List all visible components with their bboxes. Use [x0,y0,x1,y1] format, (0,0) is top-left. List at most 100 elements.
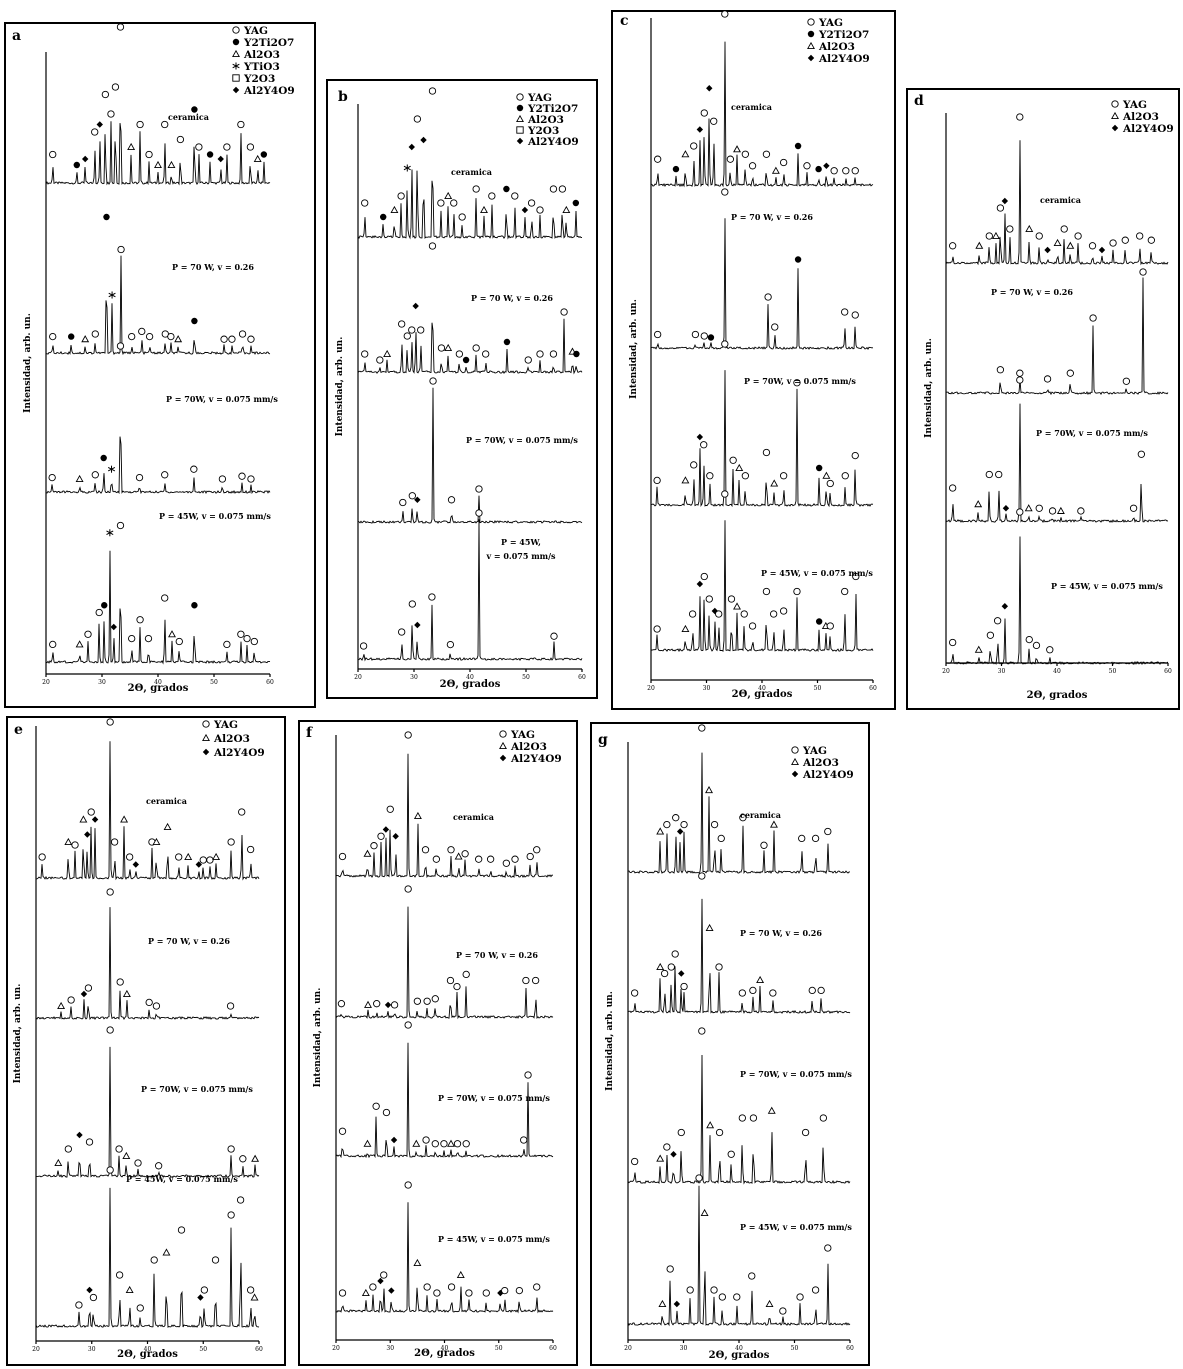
diffraction-trace [627,1185,851,1327]
peak-marker [760,841,768,849]
x-axis-label: 2Θ, grados [440,679,501,690]
peak-marker [361,199,369,207]
legend-marker-triangle-open [232,49,240,58]
diffraction-trace [945,403,1169,524]
panel-label: e [14,722,23,738]
peak-marker [793,379,801,387]
series-1: ceramica [335,731,554,879]
x-tick-label: 50 [814,685,822,692]
x-tick-label: 60 [869,685,877,692]
peak-marker [154,160,162,169]
peak-marker [110,838,119,846]
peak-marker [663,1143,671,1151]
peak-marker [501,1286,509,1295]
peak-marker [91,128,99,136]
peak-marker [503,185,510,193]
peak-marker [71,841,79,849]
panel-d: d YAG Al2O3 Al2Y4O9 20 30 40 50 60 2Θ, grados Inte… [906,88,1180,710]
panel-frame [326,79,598,699]
legend-marker-circle-open [1111,100,1119,108]
peak-marker [246,845,255,854]
peak-marker [364,1000,372,1008]
x-axis-label: 2Θ, grados [709,1350,770,1361]
peak-marker [392,833,399,840]
series-1: ceramica [45,23,271,186]
peak-marker [1035,504,1043,512]
series-label: P = 70 W, v = 0.26 [740,928,822,938]
peak-marker [184,852,193,861]
legend-label: YAG [510,729,535,741]
peak-marker [1046,646,1054,654]
panel-e: e YAG Al2O3 Al2Y4O9 20 30 40 50 60 2Θ, grados Inte… [6,716,286,1366]
peak-marker [482,350,490,358]
x-axis-label: 2Θ, grados [1027,690,1088,701]
series-label: P = 70W, v = 0.075 mm/s [166,394,278,404]
series-2: P = 70 W, v = 0.26 [945,268,1169,396]
legend-label: Al2O3 [802,757,839,769]
series-3: P = 70W, v = 0.075 mm/s [627,1027,852,1185]
peak-marker [116,342,125,350]
peak-marker [120,815,129,823]
peak-marker [1043,375,1052,383]
peak-marker [974,645,983,653]
peak-marker [388,1287,395,1294]
peak-marker [91,816,99,823]
peak-marker [48,473,56,482]
peak-marker [767,1106,776,1114]
peak-marker [550,632,558,640]
peak-marker [733,145,741,153]
peak-marker [686,1286,694,1294]
legend-marker-diamond-filled [1111,124,1119,132]
peak-marker [991,231,1000,240]
peak-marker [698,872,706,880]
diffraction-trace [335,1202,554,1314]
peak-marker [68,333,75,340]
peak-marker [162,1248,171,1256]
peak-marker [741,472,750,480]
peak-marker [67,996,75,1004]
peak-marker [706,472,714,480]
peak-marker [338,1289,347,1297]
peak-marker [100,454,107,462]
x-tick-label: 40 [154,679,162,686]
peak-marker [715,1128,724,1137]
legend-label: Al2Y4O9 [527,136,579,148]
peak-marker [376,356,384,364]
x-tick-label: 50 [210,679,218,686]
peak-marker [656,1154,665,1162]
panel-label: b [338,89,348,105]
peak-marker [135,473,144,482]
peak-marker [237,630,245,638]
peak-marker [154,1162,163,1170]
peak-marker [403,164,411,172]
x-tick-label: 20 [647,685,655,692]
peak-marker [573,350,580,358]
peak-marker [390,1136,398,1144]
legend-marker-diamond-filled [791,770,799,778]
series-4: P = 45W, v = 0.075 mm/s [650,490,874,653]
legend-marker-diamond-filled [499,754,507,762]
peak-marker [462,356,470,364]
series-3: P = 70W, v = 0.075 mm/s [45,342,278,495]
peak-marker [145,150,153,159]
peak-marker [211,1256,220,1264]
peak-marker [227,1211,235,1219]
diffraction-trace [945,140,1169,266]
peak-marker [408,492,416,500]
peak-marker [475,485,483,493]
peak-marker [705,595,713,603]
peak-marker [454,852,463,860]
peak-marker [125,1285,134,1294]
series-label: P = 70 W, v = 0.26 [148,936,230,946]
legend-label: Al2Y4O9 [818,53,870,65]
peak-marker [220,335,228,343]
peak-marker [446,640,455,649]
peak-marker [421,846,430,854]
peak-marker [558,185,567,193]
peak-marker [482,1289,490,1297]
peak-marker [246,143,255,151]
